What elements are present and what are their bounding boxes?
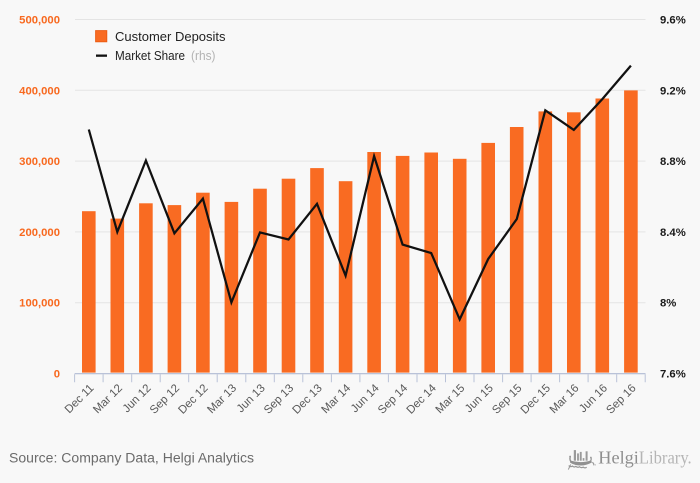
svg-text:(rhs): (rhs) (191, 48, 216, 63)
svg-text:Library.: Library. (639, 448, 692, 468)
svg-text:300,000: 300,000 (19, 156, 60, 168)
svg-text:7.6%: 7.6% (660, 369, 686, 381)
svg-text:9.6%: 9.6% (660, 15, 686, 27)
svg-text:0: 0 (54, 369, 60, 381)
svg-text:Market Share: Market Share (115, 48, 185, 63)
svg-text:8.8%: 8.8% (660, 156, 686, 168)
svg-text:8.4%: 8.4% (660, 227, 686, 239)
svg-text:Helgi: Helgi (598, 448, 639, 468)
svg-text:Source: Company Data, Helgi An: Source: Company Data, Helgi Analytics (9, 451, 254, 466)
svg-text:8%: 8% (660, 298, 676, 310)
svg-text:100,000: 100,000 (19, 298, 60, 310)
svg-text:400,000: 400,000 (19, 85, 60, 97)
svg-text:Customer Deposits: Customer Deposits (115, 29, 226, 44)
svg-text:200,000: 200,000 (19, 227, 60, 239)
svg-text:500,000: 500,000 (19, 15, 60, 27)
svg-text:9.2%: 9.2% (660, 85, 686, 97)
